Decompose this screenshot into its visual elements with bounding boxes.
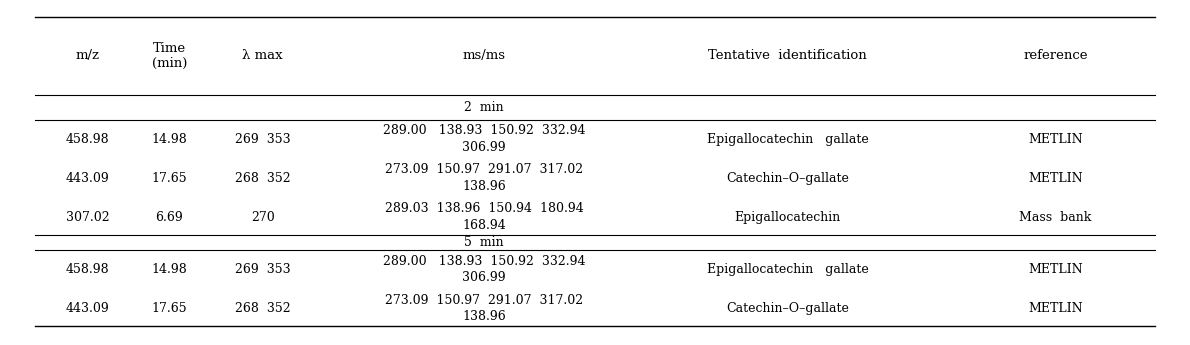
Text: 289.00   138.93  150.92  332.94: 289.00 138.93 150.92 332.94 [383, 255, 585, 268]
Text: 458.98: 458.98 [65, 263, 109, 276]
Text: 306.99: 306.99 [463, 141, 506, 154]
Text: METLIN: METLIN [1028, 172, 1083, 185]
Text: 17.65: 17.65 [151, 302, 187, 315]
Text: 268  352: 268 352 [234, 302, 290, 315]
Text: 289.00   138.93  150.92  332.94: 289.00 138.93 150.92 332.94 [383, 125, 585, 137]
Text: 6.69: 6.69 [156, 211, 183, 224]
Text: ms/ms: ms/ms [463, 49, 506, 62]
Text: 273.09  150.97  291.07  317.02: 273.09 150.97 291.07 317.02 [386, 164, 583, 176]
Text: Time
(min): Time (min) [151, 42, 187, 70]
Text: 269  353: 269 353 [234, 133, 290, 146]
Text: Epigallocatechin: Epigallocatechin [734, 211, 840, 224]
Text: Tentative  identification: Tentative identification [708, 49, 866, 62]
Text: Mass  bank: Mass bank [1020, 211, 1092, 224]
Text: 269  353: 269 353 [234, 263, 290, 276]
Text: Catechin–O–gallate: Catechin–O–gallate [726, 302, 848, 315]
Text: 306.99: 306.99 [463, 271, 506, 284]
Text: METLIN: METLIN [1028, 133, 1083, 146]
Text: METLIN: METLIN [1028, 302, 1083, 315]
Text: 17.65: 17.65 [151, 172, 187, 185]
Text: 14.98: 14.98 [151, 263, 187, 276]
Text: 273.09  150.97  291.07  317.02: 273.09 150.97 291.07 317.02 [386, 294, 583, 306]
Text: m/z: m/z [76, 49, 100, 62]
Text: 168.94: 168.94 [463, 219, 506, 231]
Text: 2  min: 2 min [464, 101, 505, 114]
Text: Epigallocatechin   gallate: Epigallocatechin gallate [707, 263, 869, 276]
Text: Catechin–O–gallate: Catechin–O–gallate [726, 172, 848, 185]
Text: METLIN: METLIN [1028, 263, 1083, 276]
Text: 268  352: 268 352 [234, 172, 290, 185]
Text: λ max: λ max [243, 49, 283, 62]
Text: Epigallocatechin   gallate: Epigallocatechin gallate [707, 133, 869, 146]
Text: 138.96: 138.96 [463, 310, 506, 323]
Text: 14.98: 14.98 [151, 133, 187, 146]
Text: 307.02: 307.02 [65, 211, 109, 224]
Text: 270: 270 [251, 211, 275, 224]
Text: reference: reference [1023, 49, 1088, 62]
Text: 458.98: 458.98 [65, 133, 109, 146]
Text: 5  min: 5 min [464, 236, 505, 249]
Text: 443.09: 443.09 [65, 302, 109, 315]
Text: 138.96: 138.96 [463, 180, 506, 193]
Text: 289.03  138.96  150.94  180.94: 289.03 138.96 150.94 180.94 [384, 202, 583, 215]
Text: 443.09: 443.09 [65, 172, 109, 185]
